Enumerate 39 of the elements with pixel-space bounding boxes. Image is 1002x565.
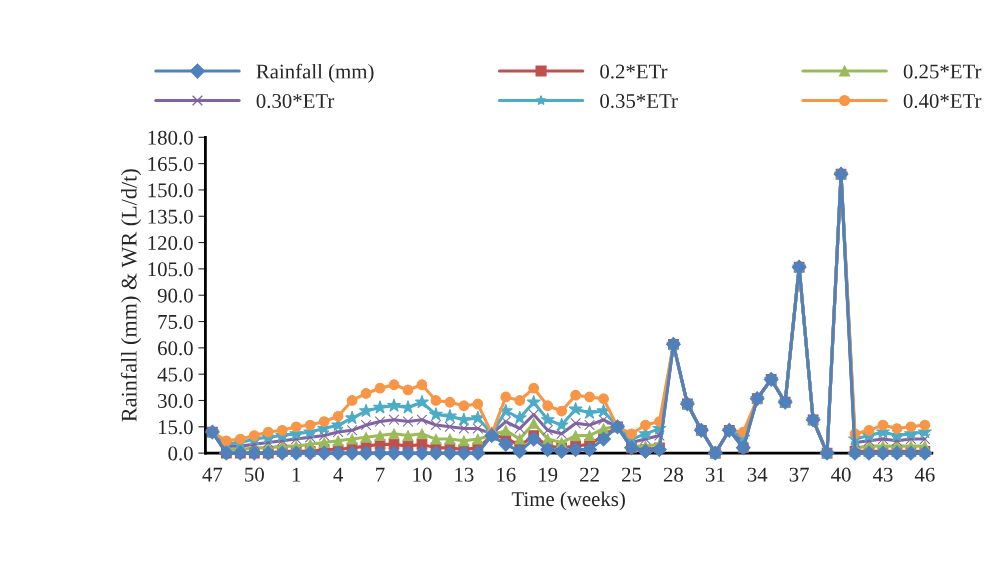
x-tick-label: 31 <box>705 467 725 482</box>
legend-label: Rainfall (mm) <box>256 63 374 83</box>
x-axis-title: Time (weeks) <box>511 491 625 511</box>
legend-label: 0.2*ETr <box>600 64 668 79</box>
y-tick-label: 180.0 <box>148 130 193 145</box>
x-tick-label: 22 <box>580 467 599 482</box>
x-tick-label: 47 <box>202 467 223 482</box>
y-tick-label: 75.0 <box>158 314 193 330</box>
x-tick-label: 40 <box>831 467 851 482</box>
y-tick-label: 45.0 <box>157 367 193 382</box>
x-tick-label: 34 <box>747 467 768 482</box>
legend-label: 0.30*ETr <box>256 93 335 109</box>
y-tick-label: 120.0 <box>148 235 193 251</box>
x-tick-label: 37 <box>789 467 809 482</box>
x-tick-label: 50 <box>245 467 264 482</box>
x-tick-label: 28 <box>663 467 684 482</box>
legend-label: 0.35*ETr <box>600 93 678 109</box>
x-tick-label: 16 <box>497 467 516 482</box>
y-tick-label: 0.0 <box>168 446 193 461</box>
y-tick-label: 90.0 <box>157 288 193 303</box>
y-axis-title: Rainfall (mm) & WR (L/d/t) <box>120 169 142 422</box>
legend-label: 0.40*ETr <box>903 93 982 109</box>
y-tick-label: 60.0 <box>158 341 193 356</box>
x-tick-label: 4 <box>333 467 344 482</box>
x-tick-label: 7 <box>376 467 385 482</box>
y-tick-label: 105.0 <box>148 262 193 277</box>
y-tick-label: 135.0 <box>148 209 193 224</box>
x-tick-label: 13 <box>455 467 474 482</box>
x-tick-label: 25 <box>622 467 642 482</box>
y-tick-label: 30.0 <box>158 393 193 409</box>
y-tick-label: 150.0 <box>148 183 193 198</box>
y-tick-label: 165.0 <box>148 156 193 172</box>
x-tick-label: 43 <box>872 467 893 482</box>
x-tick-label: 46 <box>914 467 935 482</box>
y-tick-label: 15.0 <box>158 420 193 435</box>
legend-label: 0.25*ETr <box>903 64 982 79</box>
x-tick-label: 10 <box>413 467 432 482</box>
x-tick-label: 19 <box>539 467 558 482</box>
x-tick-label: 1 <box>292 467 301 482</box>
